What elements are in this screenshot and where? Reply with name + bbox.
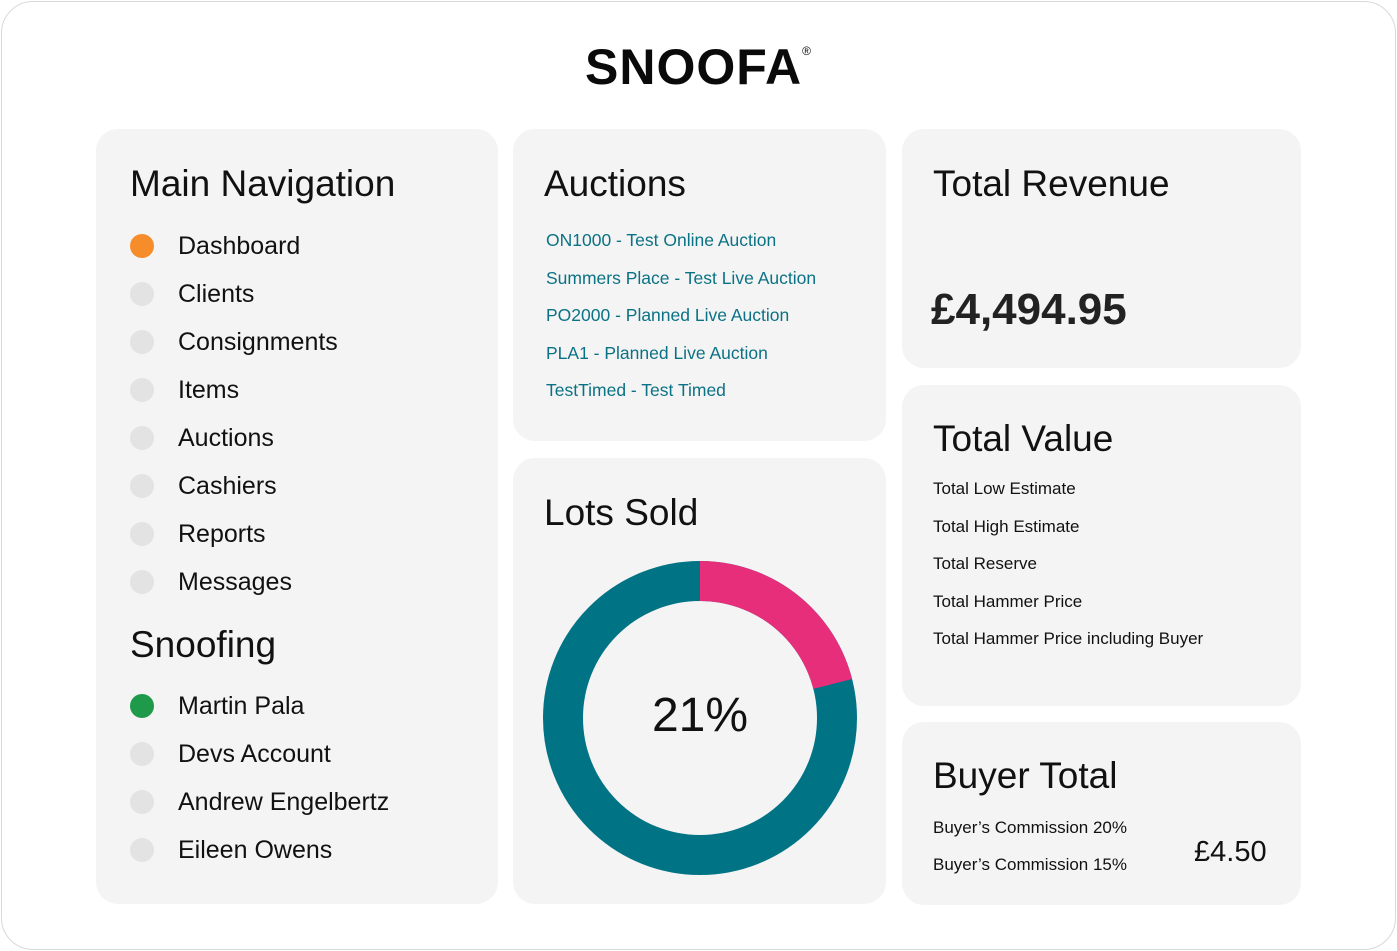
status-dot-icon — [130, 742, 154, 766]
auctions-card: Auctions ON1000 - Test Online Auction Sum… — [513, 129, 886, 441]
status-dot-icon — [130, 522, 154, 546]
snoof-user-item[interactable]: Martin Pala — [130, 691, 304, 721]
main-navigation-card: Main Navigation Dashboard Clients Consignm… — [96, 129, 498, 904]
sidebar-item-label: Reports — [178, 519, 266, 548]
snoof-user-label: Eileen Owens — [178, 835, 333, 864]
snoof-user-item[interactable]: Devs Account — [130, 739, 331, 769]
lots-sold-title: Lots Sold — [544, 492, 699, 533]
sidebar-item-label: Clients — [178, 279, 255, 308]
status-dot-icon — [130, 234, 154, 258]
snoof-user-label: Martin Pala — [178, 691, 305, 720]
status-dot-icon — [130, 378, 154, 402]
sidebar-item-auctions[interactable]: Auctions — [130, 423, 274, 453]
total-value-row: Total Low Estimate — [933, 479, 1076, 498]
commission-20: Buyer’s Commission 20% — [933, 818, 1127, 837]
status-dot-icon — [130, 474, 154, 498]
auction-link[interactable]: Summers Place - Test Live Auction — [546, 267, 817, 288]
sidebar-item-reports[interactable]: Reports — [130, 519, 266, 549]
lots-sold-percent: 21% — [651, 689, 749, 742]
buyer-total-card: Buyer Total Buyer’s Commission 20% Buyer… — [902, 722, 1301, 905]
revenue-value: £4,494.95 — [931, 285, 1127, 334]
lots-sold-card: Lots Sold 21% — [513, 458, 886, 904]
status-dot-icon — [130, 838, 154, 862]
snoof-user-label: Andrew Engelbertz — [178, 787, 390, 816]
sidebar-item-dashboard[interactable]: Dashboard — [130, 231, 300, 261]
total-value-row: Total Hammer Price — [933, 591, 1083, 611]
auction-link[interactable]: ON1000 - Test Online Auction — [546, 230, 777, 250]
auction-link[interactable]: PO2000 - Planned Live Auction — [546, 305, 790, 325]
sidebar-item-label: Cashiers — [178, 471, 277, 500]
sidebar-item-label: Consignments — [178, 327, 338, 356]
sidebar-item-label: Auctions — [178, 423, 274, 452]
lots-sold-donut-chart — [543, 561, 857, 875]
status-dot-icon — [130, 570, 154, 594]
buyer-total-title: Buyer Total — [933, 755, 1118, 796]
status-dot-icon — [130, 790, 154, 814]
buyer-total-value: £4.50 — [1194, 836, 1267, 868]
brand-logo: SNOOFA® — [585, 39, 812, 95]
total-revenue-card: Total Revenue £4,494.95 — [902, 129, 1301, 368]
auction-link[interactable]: PLA1 - Planned Live Auction — [546, 342, 768, 363]
total-value-row: Total Reserve — [933, 554, 1037, 573]
total-value-title: Total Value — [933, 418, 1114, 459]
nav-title: Main Navigation — [130, 163, 396, 204]
total-value-row: Total High Estimate — [933, 516, 1080, 536]
sidebar-item-items[interactable]: Items — [130, 375, 239, 405]
commission-15: Buyer’s Commission 15% — [933, 855, 1127, 874]
sidebar-item-label: Items — [178, 375, 240, 404]
snoof-user-label: Devs Account — [178, 739, 331, 768]
sidebar-item-consignments[interactable]: Consignments — [130, 327, 338, 357]
sidebar-item-label: Dashboard — [178, 231, 301, 260]
snoof-user-item[interactable]: Andrew Engelbertz — [130, 787, 389, 817]
total-value-card: Total Value Total Low Estimate Total High… — [902, 385, 1301, 706]
auction-link[interactable]: TestTimed - Test Timed — [546, 380, 726, 400]
total-value-row: Total Hammer Price including Buyer — [933, 629, 1204, 648]
status-dot-icon — [130, 330, 154, 354]
revenue-title: Total Revenue — [933, 163, 1170, 204]
donut-sold-segment — [699, 561, 853, 690]
sidebar-item-label: Messages — [178, 567, 292, 596]
status-dot-icon — [130, 694, 154, 718]
sidebar-item-clients[interactable]: Clients — [130, 279, 254, 309]
snoofing-title: Snoofing — [130, 624, 277, 665]
snoof-user-item[interactable]: Eileen Owens — [130, 835, 332, 865]
sidebar-item-messages[interactable]: Messages — [130, 567, 292, 597]
sidebar-item-cashiers[interactable]: Cashiers — [130, 471, 277, 501]
auctions-title: Auctions — [544, 163, 686, 204]
status-dot-icon — [130, 426, 154, 450]
status-dot-icon — [130, 282, 154, 306]
